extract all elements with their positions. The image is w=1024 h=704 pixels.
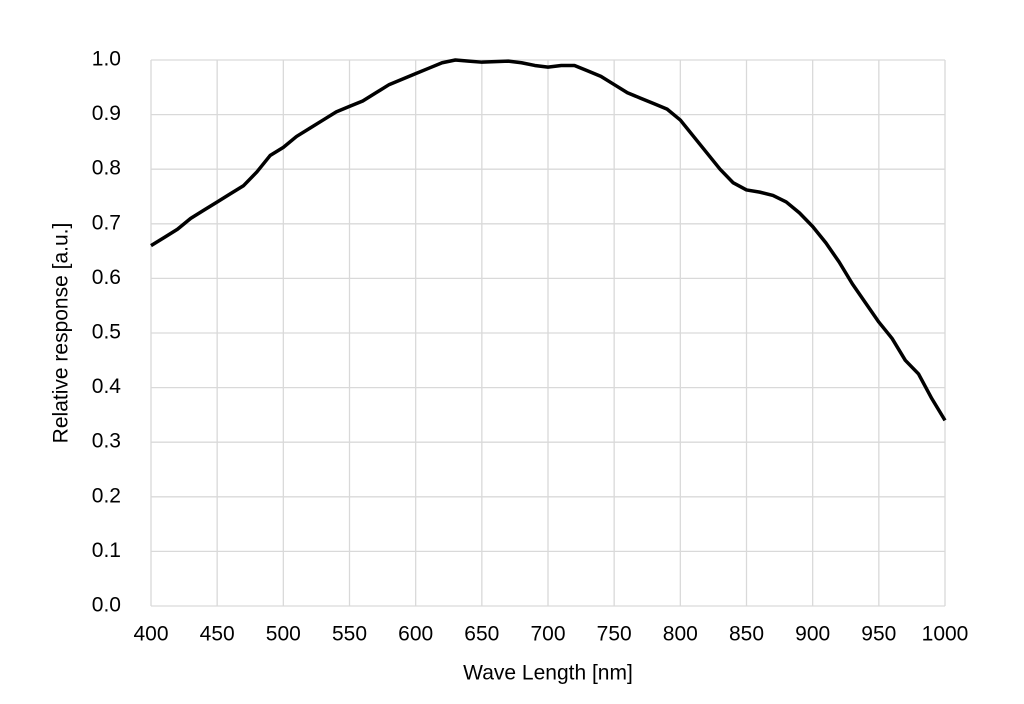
x-tick-label: 750 [597,623,632,646]
y-tick-label: 0.0 [92,594,121,617]
y-tick-label: 0.3 [92,430,121,453]
y-tick-label: 0.6 [92,266,121,289]
y-tick-label: 0.1 [92,539,121,562]
x-tick-label: 700 [530,623,565,646]
y-tick-label: 0.4 [92,375,122,398]
y-tick-label: 0.5 [92,321,121,344]
y-tick-label: 0.8 [92,157,121,180]
x-axis-label: Wave Length [nm] [463,662,633,685]
x-tick-label: 900 [795,623,830,646]
x-tick-label: 650 [464,623,499,646]
x-tick-label: 1000 [922,623,969,646]
y-axis-label: Relative response [a.u.] [50,223,73,444]
x-tick-label: 550 [332,623,367,646]
x-tick-label: 850 [729,623,764,646]
x-tick-label: 800 [663,623,698,646]
y-tick-label: 0.7 [92,211,121,234]
data-line [150,58,947,422]
y-tick-label: 0.9 [92,102,121,125]
x-tick-label: 400 [133,623,168,646]
x-tick-label: 600 [398,623,433,646]
x-tick-label: 500 [266,623,301,646]
x-tick-label: 450 [200,623,235,646]
y-tick-label: 0.2 [92,484,121,507]
y-tick-label: 1.0 [92,48,121,71]
x-tick-label: 950 [861,623,896,646]
